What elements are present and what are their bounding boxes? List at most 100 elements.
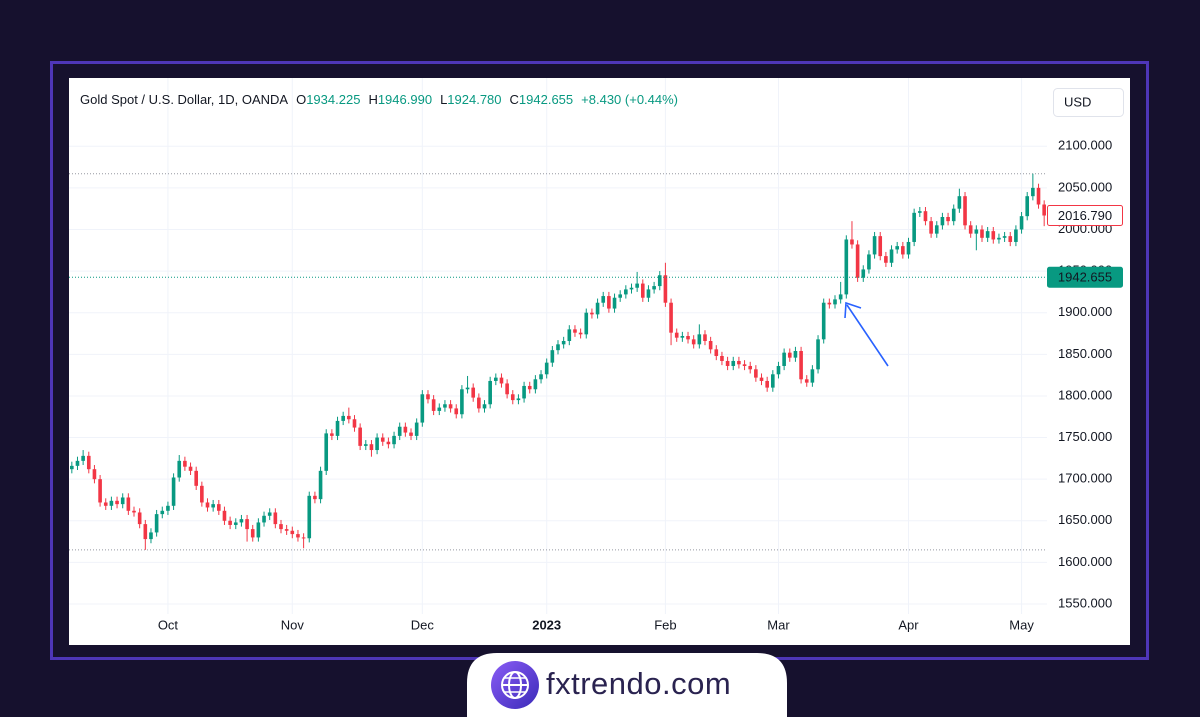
candle-body bbox=[595, 302, 600, 315]
candle-body bbox=[403, 426, 408, 433]
candle-body bbox=[527, 385, 532, 390]
candle-body bbox=[703, 334, 707, 342]
candle-body bbox=[844, 239, 849, 295]
candle-body bbox=[657, 275, 662, 287]
candle-body bbox=[912, 212, 916, 242]
grid bbox=[69, 78, 1047, 614]
candle-body bbox=[522, 385, 526, 399]
ohlc-key: L bbox=[440, 92, 447, 107]
candle-body bbox=[991, 231, 996, 240]
candle-body bbox=[245, 519, 249, 530]
price-label: 1942.655 bbox=[1058, 270, 1112, 285]
annotation-arrow bbox=[844, 301, 889, 367]
candle-body bbox=[1042, 204, 1046, 216]
x-tick-label: Feb bbox=[654, 617, 676, 632]
currency-label[interactable]: USD bbox=[1064, 94, 1091, 109]
candle-body bbox=[296, 534, 300, 538]
candle-body bbox=[166, 505, 170, 511]
candle-body bbox=[397, 426, 402, 436]
candle-body bbox=[86, 455, 91, 470]
candle-body bbox=[363, 444, 368, 446]
candle-body bbox=[793, 350, 798, 358]
candle-body bbox=[420, 394, 425, 423]
candle-body bbox=[561, 341, 566, 345]
candle-body bbox=[188, 466, 193, 471]
candle-body bbox=[256, 522, 261, 538]
candle-body bbox=[358, 427, 362, 446]
candle-body bbox=[460, 389, 464, 415]
candle-body bbox=[347, 415, 351, 420]
candle-body bbox=[624, 289, 628, 295]
candle-body bbox=[233, 522, 238, 525]
ohlc-key: O bbox=[296, 92, 306, 107]
y-tick-label: 2050.000 bbox=[1058, 179, 1112, 194]
candle-body bbox=[284, 529, 289, 531]
candle-body bbox=[652, 286, 656, 290]
candle-body bbox=[940, 216, 945, 226]
candle-body bbox=[290, 530, 295, 535]
candle-body bbox=[804, 379, 809, 383]
plot bbox=[69, 173, 1047, 551]
candle-body bbox=[120, 497, 125, 505]
candle-body bbox=[499, 377, 504, 384]
candle-body bbox=[917, 211, 922, 213]
candle-body bbox=[963, 196, 967, 226]
candle-body bbox=[262, 515, 266, 523]
candle-body bbox=[629, 287, 634, 290]
candle-body bbox=[680, 336, 685, 338]
candle-body bbox=[601, 296, 606, 303]
candle-body bbox=[330, 433, 334, 436]
x-tick-label: Dec bbox=[411, 617, 435, 632]
candle-body bbox=[301, 537, 306, 539]
x-tick-label: Apr bbox=[898, 617, 919, 632]
candle-body bbox=[759, 377, 764, 381]
candle-body bbox=[443, 404, 447, 408]
candle-body bbox=[471, 387, 476, 398]
candle-body bbox=[901, 246, 905, 255]
ohlc-key: H bbox=[368, 92, 377, 107]
candle-body bbox=[884, 256, 888, 263]
candle-body bbox=[895, 246, 899, 250]
candle-body bbox=[414, 422, 419, 436]
candle-body bbox=[143, 524, 148, 540]
candle-body bbox=[1025, 196, 1030, 217]
currency-button[interactable] bbox=[1053, 88, 1124, 117]
candle-body bbox=[708, 341, 713, 350]
candle-body bbox=[132, 510, 136, 513]
candle-body bbox=[228, 520, 232, 525]
candle-body bbox=[115, 500, 119, 505]
candle-body bbox=[454, 408, 459, 415]
candle-body bbox=[669, 302, 673, 333]
candle-body bbox=[771, 374, 775, 388]
candle-body bbox=[154, 514, 159, 533]
candle-body bbox=[737, 360, 741, 365]
candle-body bbox=[720, 355, 724, 361]
candle-body bbox=[380, 437, 385, 442]
candle-body bbox=[375, 437, 379, 451]
x-tick-label: Mar bbox=[767, 617, 790, 632]
candle-body bbox=[742, 364, 747, 366]
candle-body bbox=[872, 236, 877, 255]
candle-body bbox=[109, 500, 114, 506]
symbol-title: Gold Spot / U.S. Dollar, 1D, OANDA bbox=[80, 92, 288, 107]
x-tick-label: May bbox=[1009, 617, 1034, 632]
candle-body bbox=[646, 289, 651, 298]
y-tick-label: 1700.000 bbox=[1058, 471, 1112, 486]
x-tick-label: Nov bbox=[281, 617, 305, 632]
candle-body bbox=[867, 254, 871, 270]
candle-body bbox=[821, 302, 826, 340]
candle-body bbox=[510, 394, 515, 401]
candle-body bbox=[137, 512, 142, 525]
y-tick-label: 1900.000 bbox=[1058, 304, 1112, 319]
candle-body bbox=[488, 380, 492, 405]
candle-body bbox=[273, 512, 278, 525]
candle-body bbox=[686, 336, 690, 340]
candle-body bbox=[765, 380, 769, 388]
change-value: +8.430 (+0.44%) bbox=[581, 92, 678, 107]
candle-body bbox=[516, 398, 521, 401]
candle-body bbox=[533, 379, 538, 390]
candle-body bbox=[929, 221, 933, 234]
candle-body bbox=[1019, 216, 1024, 230]
price-label: 2016.790 bbox=[1058, 208, 1112, 223]
